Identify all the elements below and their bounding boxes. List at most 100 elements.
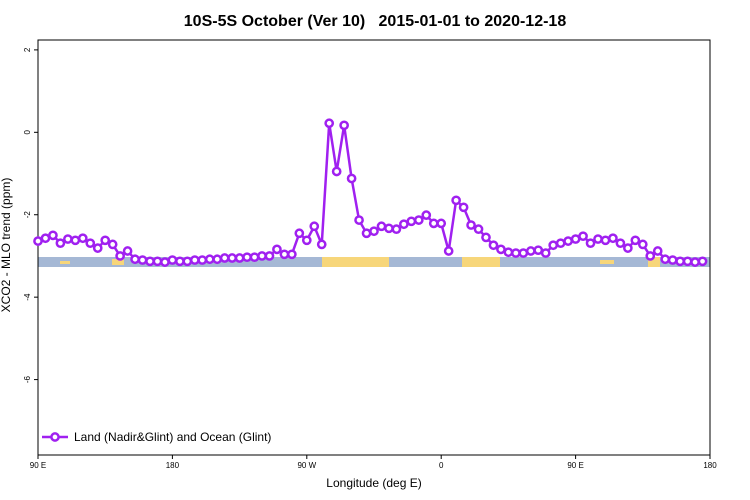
data-point [615,238,626,249]
data-point [652,246,663,256]
data-point [152,256,163,267]
data-point [100,235,111,246]
data-point [160,257,170,267]
data-point [593,234,603,244]
data-point [301,235,312,246]
data-point [33,236,43,246]
y-axis-label: XCO2 - MLO trend (ppm) [0,178,13,313]
data-point [466,220,476,230]
data-point [92,243,103,253]
data-point [197,255,208,265]
data-point [697,256,708,267]
data-point [48,230,58,241]
data-point [428,218,439,229]
data-point [443,246,454,256]
data-point [548,240,559,251]
data-point [77,233,88,244]
legend-marker [50,432,60,442]
data-point [70,235,81,246]
data-point [234,253,245,263]
data-point [354,215,364,225]
x-tick-label: 90 E [567,461,583,470]
data-point [436,218,447,229]
data-point [682,256,693,267]
data-point [175,256,185,267]
data-point [563,236,573,246]
data-point [585,238,596,249]
data-point [331,166,342,177]
data-point [623,243,633,253]
data-point [182,256,193,267]
y-tick-label: -4 [23,293,32,301]
x-tick-label: 180 [166,461,180,470]
data-point [690,257,700,267]
data-point [608,233,618,244]
data-point [189,255,200,265]
y-tick-label: -2 [23,211,32,219]
data-point [578,231,588,242]
surface-strip [38,257,710,267]
data-point [249,252,260,263]
data-point [406,216,417,227]
x-tick-label: 180 [703,461,717,470]
y-tick-label: 0 [23,130,32,135]
x-axis-label: Longitude (deg E) [326,476,421,490]
data-point [145,256,155,267]
data-point [63,234,73,244]
data-point [413,215,424,225]
data-point [555,238,566,249]
data-point [346,173,357,184]
data-point [55,238,66,249]
y-tick-label: -6 [23,375,32,383]
data-point [242,252,252,263]
data-point [264,251,275,261]
data-point [257,251,267,261]
data-point [279,249,290,260]
data-point [391,224,402,235]
data-point [660,254,671,265]
data-point [533,245,544,256]
data-point [137,255,148,265]
data-point [451,195,461,206]
data-point [85,238,96,249]
data-point [511,248,521,258]
data-point [570,234,581,244]
data-point [525,246,536,256]
legend-label: Land (Nadir&Glint) and Ocean (Glint) [74,430,271,444]
y-tick-label: 2 [23,47,32,52]
data-point [294,228,305,239]
x-tick-label: 90 E [30,461,46,470]
data-point [339,120,349,131]
data-point [204,254,215,265]
data-point [272,244,282,255]
plot-frame [37,39,711,456]
data-point [473,224,484,235]
data-point [675,256,685,267]
data-point [540,248,551,258]
data-point [667,255,678,265]
data-point [287,249,297,260]
data-point [376,221,387,232]
x-tick-label: 90 W [297,461,316,470]
chart-title: 10S-5S October (Ver 10) 2015-01-01 to 20… [184,13,567,30]
data-point [361,228,372,239]
data-point [219,253,230,263]
data-point [399,219,409,230]
data-point [645,251,656,261]
data-point [107,239,118,250]
data-point [481,232,491,243]
data-point [115,251,125,261]
data-point [488,240,499,251]
data-point [227,253,237,263]
data-point [167,255,178,265]
data-point [518,248,529,258]
data-point [421,210,432,220]
data-point [458,202,469,213]
data-point [630,235,641,246]
data-point [316,239,327,250]
x-tick-label: 0 [439,461,444,470]
data-point [600,235,611,246]
data-point [384,223,394,234]
data-point [130,254,140,265]
